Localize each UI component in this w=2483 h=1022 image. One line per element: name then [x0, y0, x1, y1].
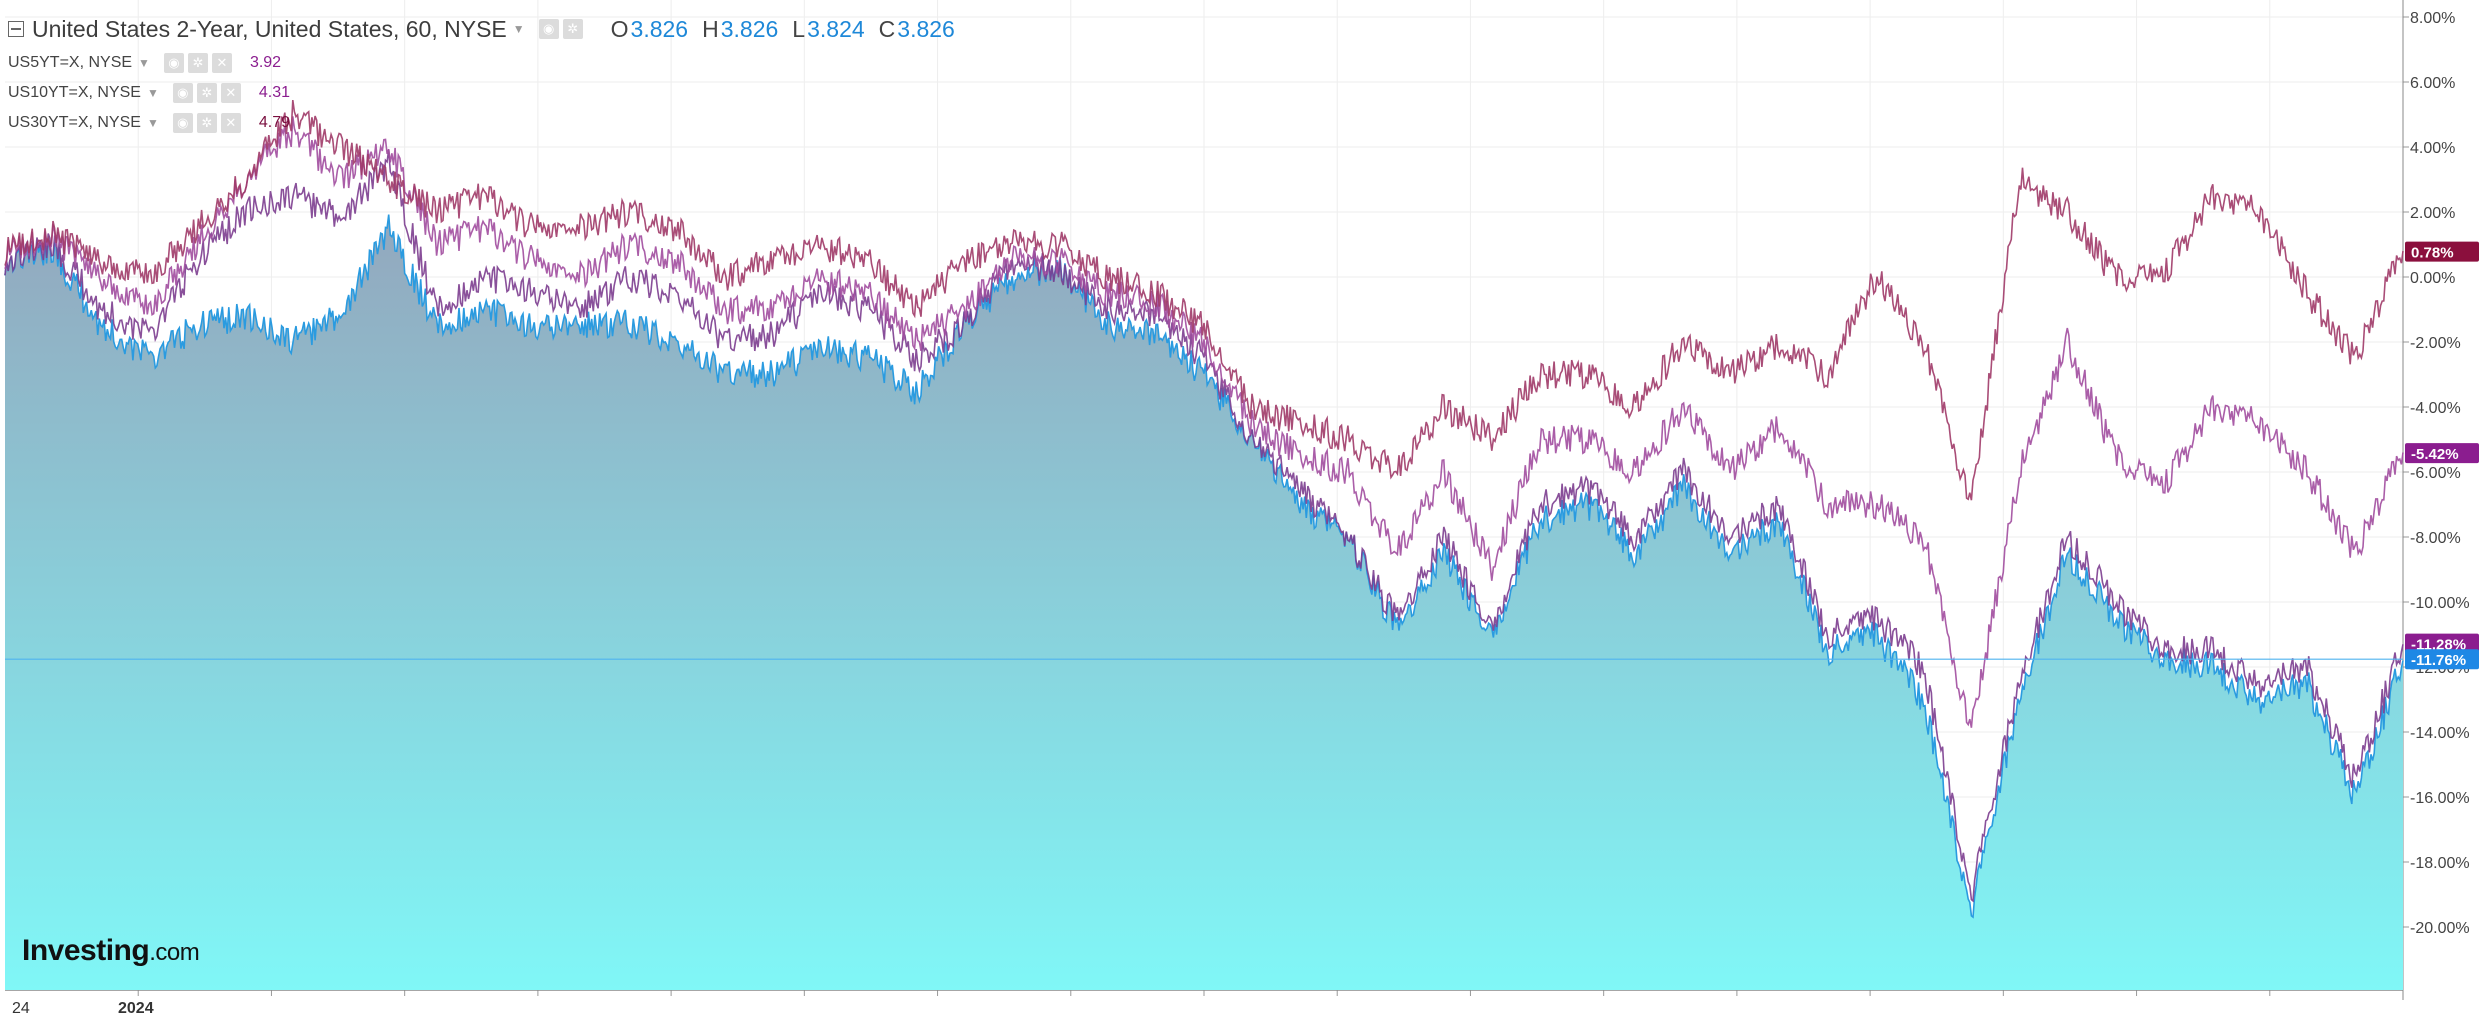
series-tools: ◉ ✲ ✕ [172, 113, 241, 133]
high-label: H [702, 15, 719, 42]
series-tools: ◉ ✲ [538, 19, 583, 39]
open-label: O [610, 15, 629, 42]
series-line-us30y [4, 99, 2404, 501]
series-name-us30y[interactable]: US30YT=X, NYSE [8, 114, 141, 131]
x-axis-label: 24 [12, 1000, 30, 1017]
chevron-down-icon[interactable]: ▼ [138, 56, 150, 70]
low-label: L [792, 15, 806, 42]
last-value-text-us2y: -11.76% [2411, 652, 2466, 669]
y-tick-label: -20.00% [2410, 920, 2470, 937]
series-line-us5y [4, 149, 2404, 903]
last-value-text-us10y: -5.42% [2411, 446, 2459, 463]
chart-legend: United States 2-Year, United States, 60,… [8, 10, 955, 138]
collapse-legend-icon[interactable] [8, 21, 24, 37]
chevron-down-icon[interactable]: ▼ [146, 86, 159, 100]
series-line-us2y [4, 214, 2404, 919]
y-tick-label: -6.00% [2410, 465, 2461, 482]
close-icon[interactable]: ✕ [220, 113, 241, 133]
last-value-tag-us30y [2405, 241, 2479, 262]
main-series-title[interactable]: United States 2-Year, United States, 60,… [32, 15, 507, 42]
chevron-down-icon[interactable]: ▼ [512, 22, 525, 36]
gear-icon[interactable]: ✲ [187, 53, 208, 73]
visibility-icon[interactable]: ◉ [538, 19, 559, 39]
y-tick-label: -2.00% [2410, 335, 2461, 352]
close-label: C [878, 15, 896, 42]
y-tick-label: 6.00% [2410, 75, 2455, 92]
y-tick-label: 0.00% [2410, 270, 2455, 287]
gear-icon[interactable]: ✲ [196, 113, 217, 133]
series-tools: ◉ ✲ ✕ [172, 83, 241, 103]
gear-icon[interactable]: ✲ [562, 19, 583, 39]
series-value-us10y: 4.31 [258, 84, 290, 101]
y-tick-label: -16.00% [2410, 790, 2470, 807]
logo-brand: Investing [22, 934, 150, 967]
y-tick-label: -10.00% [2410, 595, 2470, 612]
gear-icon[interactable]: ✲ [196, 83, 217, 103]
area-fill-us2y [5, 214, 2403, 991]
y-tick-label: -4.00% [2410, 400, 2461, 417]
close-icon[interactable]: ✕ [220, 83, 241, 103]
series-name-us10y[interactable]: US10YT=X, NYSE [8, 84, 141, 101]
y-tick-label: 8.00% [2410, 10, 2455, 27]
series-tools: ◉ ✲ ✕ [163, 53, 232, 73]
legend-series-row-us30y: US30YT=X, NYSE ▼ ◉ ✲ ✕ 4.79 [8, 108, 955, 138]
y-tick-label: 4.00% [2410, 140, 2455, 157]
series-value-us5y: 3.92 [249, 54, 282, 71]
y-tick-label: 2.00% [2410, 205, 2455, 222]
legend-main-row: United States 2-Year, United States, 60,… [8, 10, 955, 48]
visibility-icon[interactable]: ◉ [163, 53, 184, 73]
y-tick-label: -18.00% [2410, 855, 2470, 872]
chevron-down-icon[interactable]: ▼ [146, 116, 159, 130]
last-value-text-us30y: 0.78% [2411, 245, 2454, 262]
series-value-us30y: 4.79 [258, 114, 290, 131]
legend-series-row-us10y: US10YT=X, NYSE ▼ ◉ ✲ ✕ 4.31 [8, 78, 955, 108]
series-name-us5y[interactable]: US5YT=X, NYSE [8, 54, 133, 71]
open-value: 3.826 [630, 15, 689, 42]
legend-series-row-us5y: US5YT=X, NYSE ▼ ◉ ✲ ✕ 3.92 [8, 48, 955, 78]
visibility-icon[interactable]: ◉ [172, 83, 193, 103]
y-tick-label: -14.00% [2410, 725, 2470, 742]
high-value: 3.826 [720, 15, 779, 42]
y-tick-label: -8.00% [2410, 530, 2461, 547]
logo-suffix: .com [149, 939, 200, 966]
close-value: 3.826 [897, 15, 955, 42]
x-axis-label: 2024 [118, 1000, 154, 1017]
last-value-tag-us2y [2405, 649, 2479, 670]
last-value-tag-us5y [2405, 633, 2479, 654]
close-icon[interactable]: ✕ [211, 53, 232, 73]
visibility-icon[interactable]: ◉ [172, 113, 193, 133]
low-value: 3.824 [807, 15, 865, 42]
last-value-tag-us10y [2405, 443, 2479, 464]
investing-logo: Investing.com [22, 934, 200, 968]
